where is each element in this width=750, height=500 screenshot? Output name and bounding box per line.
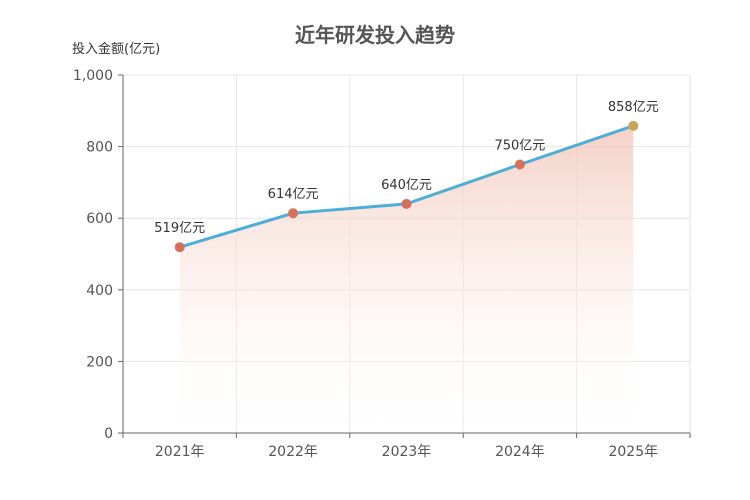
data-label: 750亿元 xyxy=(494,139,545,154)
y-tick-label: 800 xyxy=(86,140,113,156)
x-tick-label: 2022年 xyxy=(268,444,318,460)
y-tick-label: 1,000 xyxy=(73,68,113,84)
area-fill-layer xyxy=(179,125,634,433)
y-tick-label: 600 xyxy=(86,211,113,227)
x-tick-label: 2025年 xyxy=(608,444,658,460)
data-label: 858亿元 xyxy=(608,100,659,115)
x-tick-label: 2023年 xyxy=(382,444,432,460)
data-label: 614亿元 xyxy=(268,187,319,202)
axes xyxy=(118,74,691,438)
data-point xyxy=(401,198,412,209)
y-tick-label: 0 xyxy=(104,426,113,442)
area-fill xyxy=(179,125,634,433)
data-point xyxy=(514,159,525,170)
data-point xyxy=(628,120,639,131)
data-label: 519亿元 xyxy=(154,221,205,236)
data-labels: 519亿元 614亿元 640亿元 750亿元 858亿元 xyxy=(154,100,658,236)
tick-labels: 0 200 400 600 800 1,000 2021年 2022年 2023年 2024年 20… xyxy=(73,68,658,460)
data-point xyxy=(288,208,299,219)
chart-title: 近年研发投入趋势 xyxy=(295,23,455,47)
y-axis-label: 投入金额(亿元) xyxy=(72,41,160,57)
data-point xyxy=(174,242,185,253)
x-tick-label: 2024年 xyxy=(495,444,545,460)
y-tick-label: 200 xyxy=(86,354,113,370)
data-points xyxy=(174,120,639,253)
data-label: 640亿元 xyxy=(381,178,432,193)
x-tick-label: 2021年 xyxy=(155,444,205,460)
y-tick-label: 400 xyxy=(86,283,113,299)
